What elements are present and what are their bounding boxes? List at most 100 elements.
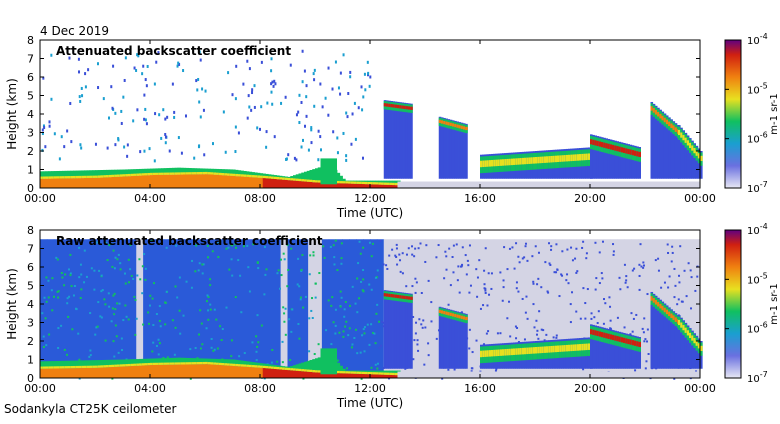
surface-layer-edge bbox=[293, 178, 297, 181]
noise-speck bbox=[345, 154, 348, 158]
surface-layer-column bbox=[392, 185, 396, 188]
cloud-core bbox=[537, 346, 540, 354]
surface-layer-edge bbox=[78, 175, 82, 179]
noise-column bbox=[590, 239, 598, 378]
footer-label: Sodankyla CT25K ceilometer bbox=[4, 402, 176, 416]
surface-layer-edge bbox=[240, 174, 244, 177]
noise-speck bbox=[644, 338, 647, 341]
noise-column bbox=[473, 239, 481, 378]
noise-speck bbox=[68, 268, 71, 271]
boundary-layer-column bbox=[67, 360, 71, 369]
noise-speck bbox=[608, 296, 611, 299]
colorbar-tick-exponent: -7 bbox=[760, 180, 768, 189]
noise-speck bbox=[531, 255, 534, 258]
noise-column bbox=[198, 239, 206, 378]
noise-speck bbox=[423, 363, 426, 366]
noise-speck bbox=[685, 295, 688, 298]
noise-speck bbox=[178, 309, 181, 312]
noise-speck bbox=[398, 253, 401, 256]
y-tick-label: 1 bbox=[27, 354, 34, 367]
noise-column bbox=[514, 239, 522, 378]
boundary-layer-column bbox=[75, 360, 79, 369]
surface-layer-column bbox=[53, 178, 57, 188]
noise-speck bbox=[171, 319, 174, 322]
boundary-layer-column bbox=[249, 361, 253, 368]
x-tick-label: 16:00 bbox=[464, 382, 496, 395]
cloud-core bbox=[627, 148, 630, 155]
surface-layer-column bbox=[268, 178, 272, 188]
boundary-layer-column bbox=[262, 363, 266, 369]
cloud-core bbox=[443, 120, 446, 125]
noise-speck bbox=[694, 289, 697, 292]
boundary-layer-column bbox=[216, 168, 220, 175]
surface-layer-edge bbox=[375, 372, 379, 375]
noise-speck bbox=[339, 92, 342, 96]
surface-layer-column bbox=[216, 174, 220, 188]
noise-speck bbox=[327, 66, 330, 70]
noise-speck bbox=[253, 105, 256, 109]
noise-speck bbox=[569, 321, 572, 324]
noise-speck bbox=[162, 108, 165, 112]
surface-layer-edge bbox=[342, 181, 346, 184]
boundary-layer-column bbox=[40, 361, 44, 369]
noise-speck bbox=[138, 258, 141, 261]
boundary-layer-column bbox=[86, 170, 90, 178]
noise-speck bbox=[351, 112, 354, 116]
boundary-layer-column bbox=[221, 169, 225, 176]
boundary-layer-column bbox=[89, 170, 93, 178]
cloud-halo bbox=[636, 336, 639, 369]
surface-layer-column bbox=[56, 368, 60, 378]
cloud-core bbox=[684, 137, 688, 143]
noise-speck bbox=[444, 250, 447, 253]
noise-speck bbox=[69, 253, 72, 256]
cloud-core bbox=[399, 295, 402, 299]
surface-layer-column bbox=[114, 176, 118, 188]
noise-speck bbox=[543, 339, 546, 342]
cloud-halo bbox=[636, 146, 639, 179]
cloud-core bbox=[638, 341, 641, 348]
cloud-core bbox=[447, 312, 451, 316]
cloud-halo bbox=[680, 317, 683, 369]
boundary-layer-column bbox=[45, 171, 49, 179]
noise-speck bbox=[293, 156, 296, 160]
cloud-halo bbox=[460, 312, 464, 369]
noise-speck bbox=[205, 300, 208, 303]
noise-speck bbox=[642, 266, 645, 269]
noise-speck bbox=[112, 340, 115, 343]
surface-layer-column bbox=[273, 368, 277, 378]
noise-speck bbox=[154, 112, 157, 116]
noise-speck bbox=[496, 332, 499, 335]
surface-layer-edge bbox=[350, 371, 354, 374]
noise-speck bbox=[339, 305, 342, 308]
noise-column bbox=[638, 239, 646, 378]
surface-layer-column bbox=[133, 175, 137, 188]
cloud-core bbox=[460, 125, 464, 129]
surface-layer-column bbox=[207, 174, 211, 188]
noise-speck bbox=[173, 353, 176, 356]
surface-layer-edge bbox=[262, 365, 266, 369]
surface-layer-edge bbox=[59, 366, 63, 369]
surface-layer-edge bbox=[106, 175, 110, 178]
noise-speck bbox=[260, 105, 263, 109]
heatmap-field bbox=[40, 49, 703, 188]
noise-speck bbox=[494, 370, 497, 373]
colorbar-tick-label: 10-4 bbox=[747, 222, 768, 237]
noise-speck bbox=[179, 332, 182, 335]
cloud-halo bbox=[445, 308, 448, 369]
boundary-layer-column bbox=[174, 357, 178, 365]
noise-speck bbox=[113, 292, 116, 295]
boundary-layer-column bbox=[235, 169, 239, 177]
cloud-halo bbox=[674, 123, 678, 179]
surface-layer-edge bbox=[51, 366, 55, 369]
noise-speck bbox=[667, 251, 670, 254]
noise-speck bbox=[475, 268, 478, 271]
cloud-halo bbox=[440, 307, 444, 369]
noise-speck bbox=[343, 308, 346, 311]
boundary-layer-column bbox=[75, 170, 79, 179]
surface-layer-column bbox=[128, 366, 132, 378]
surface-layer-column bbox=[196, 364, 200, 378]
noise-speck bbox=[339, 290, 342, 293]
boundary-layer-column bbox=[42, 171, 46, 179]
y-tick-label: 1 bbox=[27, 164, 34, 177]
